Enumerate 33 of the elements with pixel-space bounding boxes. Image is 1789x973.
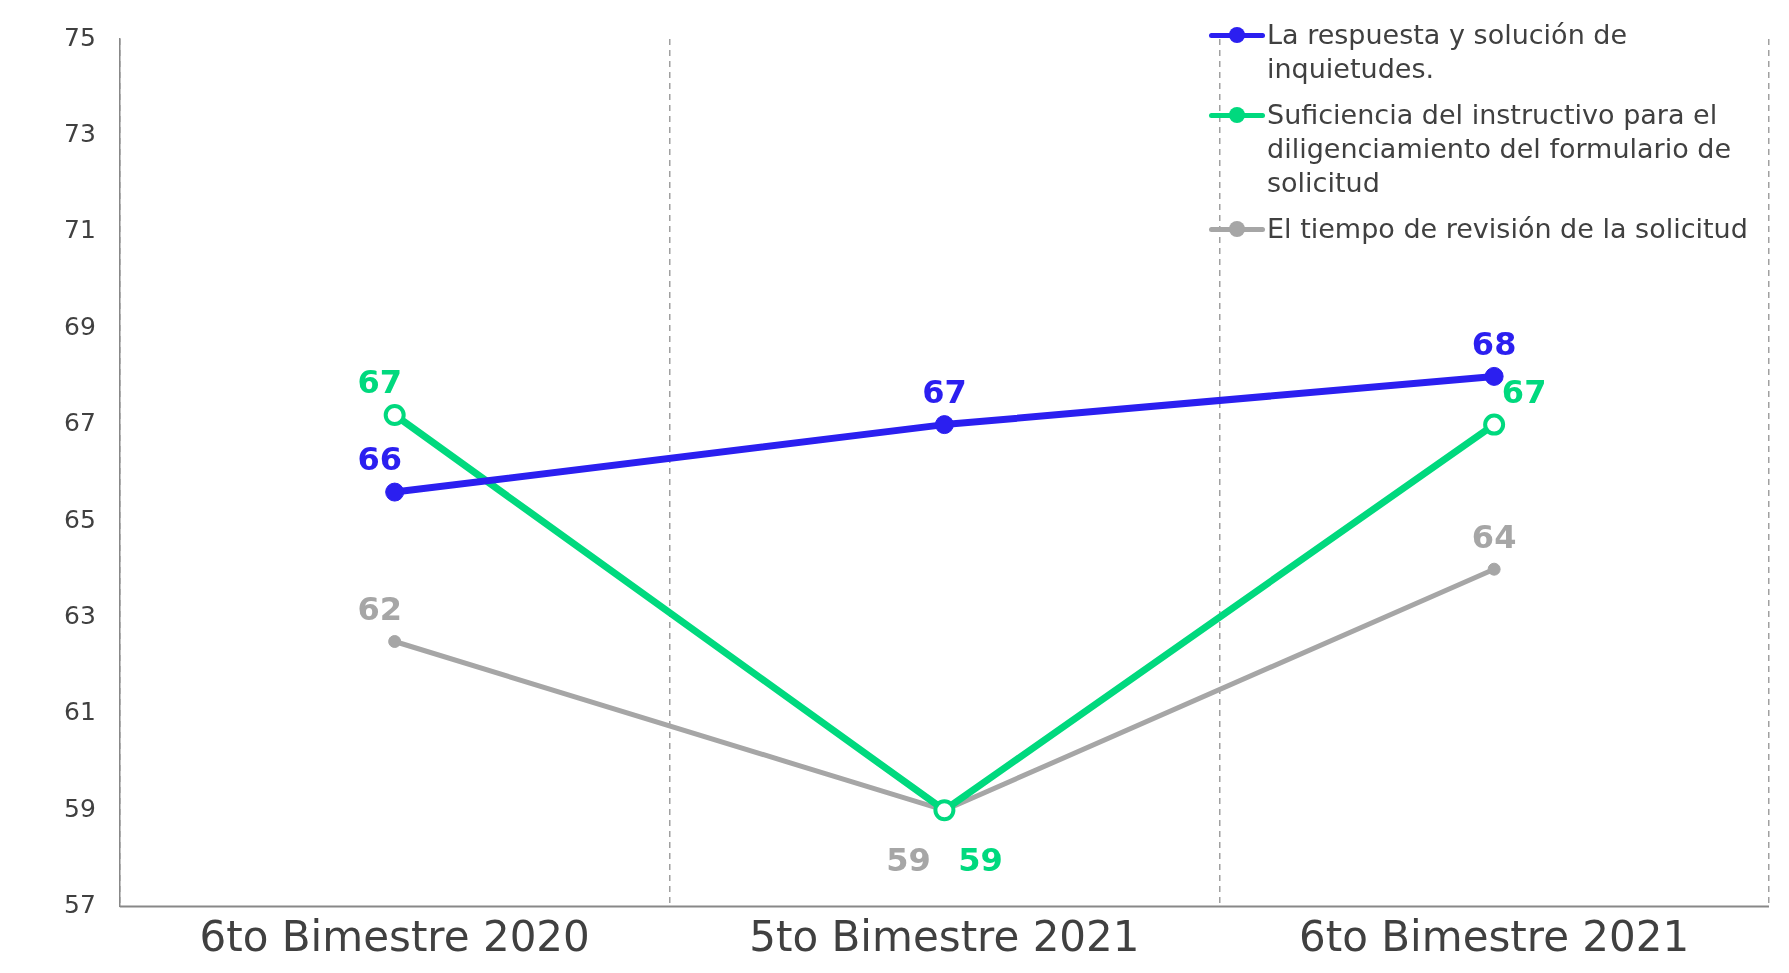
y-tick-label: 73 bbox=[64, 118, 96, 148]
data-label: 59 bbox=[958, 840, 1003, 879]
legend-label: La respuesta y solución de inquietudes. bbox=[1267, 18, 1629, 86]
data-label: 62 bbox=[357, 589, 402, 628]
data-label: 68 bbox=[1471, 324, 1517, 363]
x-tick-label: 6to Bimestre 2020 bbox=[199, 911, 590, 961]
data-label: 59 bbox=[886, 840, 931, 879]
y-tick-label: 57 bbox=[64, 890, 96, 920]
point bbox=[388, 635, 402, 648]
data-label: 64 bbox=[1471, 517, 1517, 556]
y-tick-label: 59 bbox=[64, 793, 96, 823]
y-tick-label: 65 bbox=[64, 504, 96, 534]
y-tick-label: 75 bbox=[64, 22, 96, 52]
y-tick-label: 67 bbox=[64, 408, 96, 438]
legend-label: El tiempo de revisión de la solicitud bbox=[1267, 212, 1748, 246]
x-tick-label: 5to Bimestre 2021 bbox=[749, 911, 1140, 961]
data-label: 67 bbox=[1501, 372, 1547, 411]
data-label: 66 bbox=[357, 440, 402, 479]
point bbox=[1484, 366, 1504, 386]
y-tick-label: 63 bbox=[64, 600, 96, 630]
y-tick-label: 61 bbox=[64, 697, 96, 727]
point bbox=[934, 415, 954, 435]
y-tick-label: 71 bbox=[64, 215, 96, 245]
legend-label: Suficiencia del instructivo para el diligenciamiento del formulario de solicitud bbox=[1267, 98, 1732, 200]
point bbox=[1483, 413, 1506, 436]
data-label: 67 bbox=[922, 372, 967, 411]
point bbox=[385, 482, 405, 502]
y-tick-label: 69 bbox=[64, 311, 96, 341]
point bbox=[933, 799, 956, 822]
point bbox=[1487, 562, 1501, 576]
point bbox=[383, 403, 406, 426]
data-label: 67 bbox=[357, 363, 402, 402]
x-tick-label: 6to Bimestre 2021 bbox=[1299, 911, 1690, 961]
